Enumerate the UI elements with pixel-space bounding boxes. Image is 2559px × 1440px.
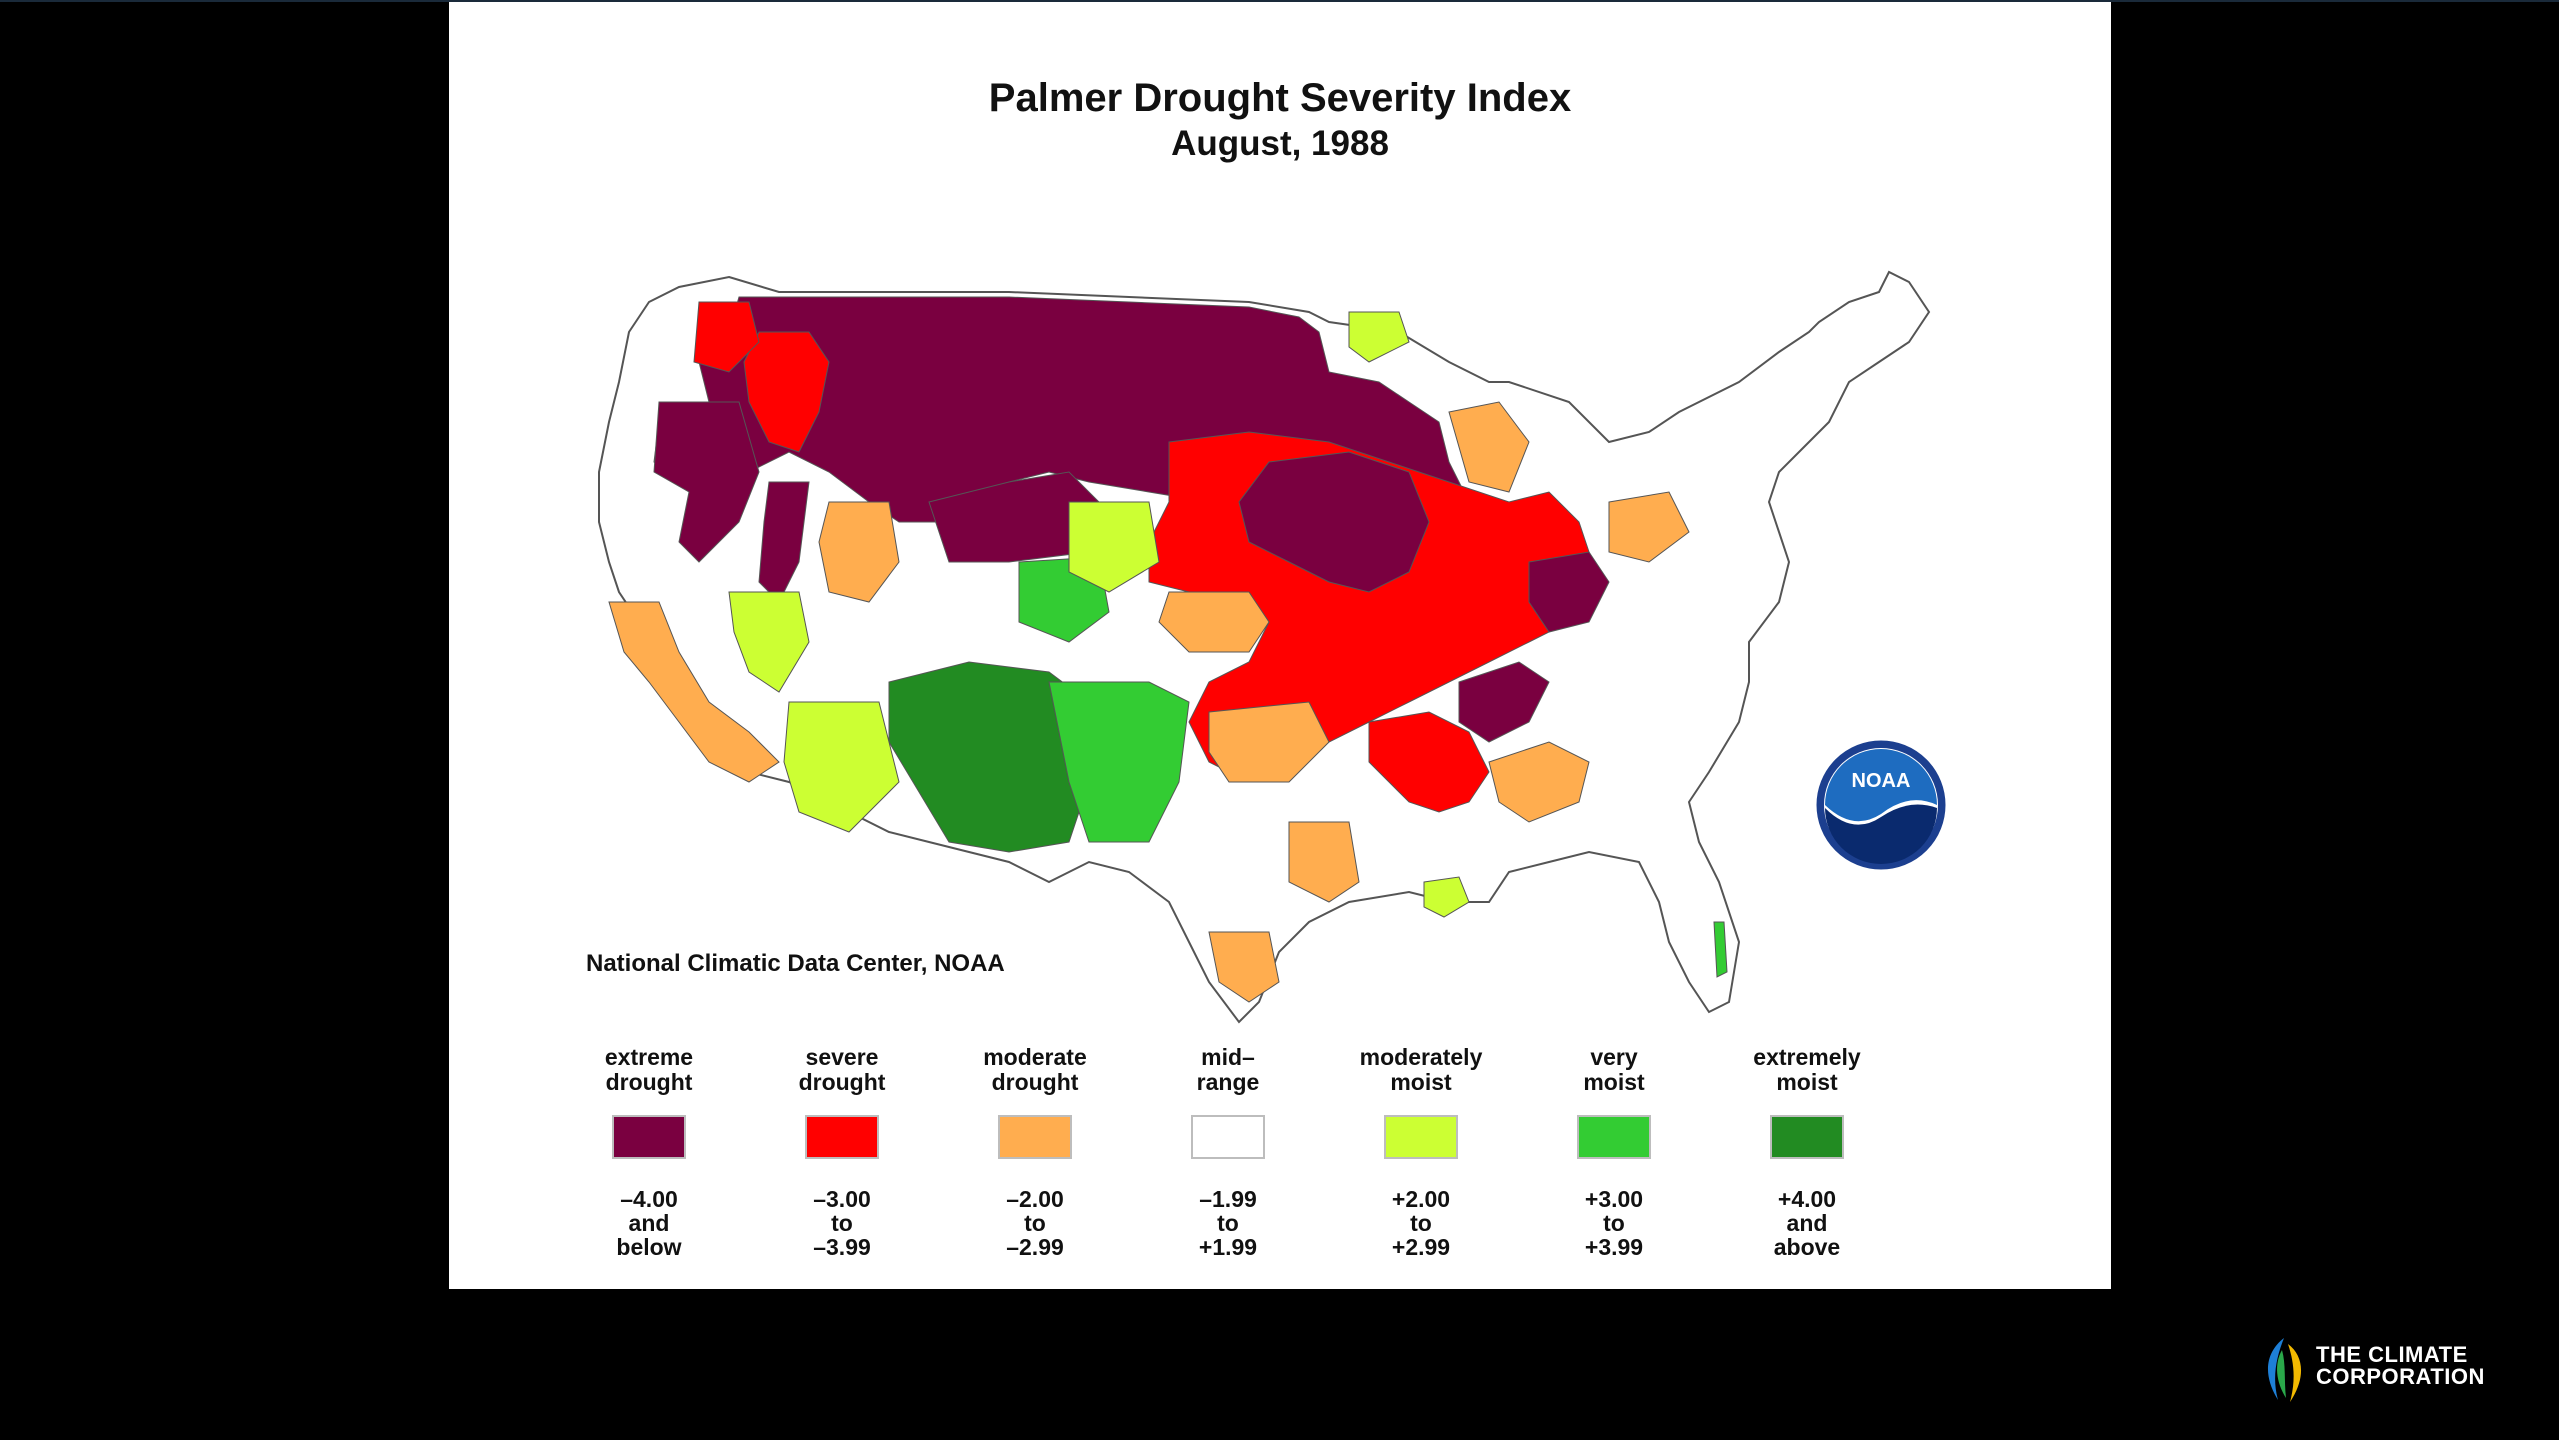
legend-range: –4.00 and below: [616, 1186, 682, 1260]
region-moderate-drought-oklahoma: [1208, 701, 1330, 783]
region-moderately-moist-arizona: [783, 701, 900, 833]
region-moderate-drought-texas: [1288, 821, 1360, 903]
legend-swatch: [1191, 1115, 1265, 1159]
region-moderate-drought-michigan: [1448, 401, 1530, 493]
legend-item-extreme-drought: extreme drought –4.00 and below: [559, 1037, 739, 1260]
legend-swatch: [1384, 1115, 1458, 1159]
legend-swatch: [998, 1115, 1072, 1159]
legend-item-severe-drought: severe drought –3.00 to –3.99: [752, 1037, 932, 1260]
map-subtitle: August, 1988: [1171, 124, 1389, 163]
region-extreme-drought-tennessee: [1458, 661, 1550, 743]
legend-label: very moist: [1583, 1044, 1645, 1095]
legend-swatch: [1577, 1115, 1651, 1159]
legend-range: –1.99 to +1.99: [1198, 1186, 1258, 1260]
legend-swatch: [1770, 1115, 1844, 1159]
leaf-icon: [2267, 1338, 2302, 1402]
legend-swatch: [612, 1115, 686, 1159]
legend-range: –2.00 to –2.99: [1006, 1186, 1064, 1260]
legend-item-mid-range: mid– range –1.99 to +1.99: [1138, 1037, 1318, 1259]
region-severe-drought-southeast: [1368, 711, 1490, 813]
legend-label: extreme drought: [604, 1044, 694, 1095]
slide: Palmer Drought Severity Index August, 19…: [449, 2, 2111, 1289]
region-moderately-moist-minnesota: [1348, 311, 1410, 363]
drought-map: NOAA: [598, 270, 1949, 1024]
region-moderately-moist-louisiana: [1423, 876, 1470, 918]
region-severe-drought-washington: [693, 301, 760, 373]
legend-label: severe drought: [798, 1044, 886, 1095]
region-moderate-drought-utah: [818, 501, 900, 603]
region-extremely-moist-southwest: [888, 661, 1090, 853]
legend-swatch: [805, 1115, 879, 1159]
legend-item-moderately-moist: moderately moist +2.00 to +2.99: [1331, 1037, 1511, 1260]
climate-corporation-logo: THE CLIMATE CORPORATION: [2258, 1334, 2498, 1404]
region-very-moist-new-mexico: [1048, 681, 1190, 843]
region-moderate-drought-kansas: [1158, 591, 1270, 653]
region-severe-drought-idaho: [743, 331, 830, 453]
legend-item-extremely-moist: extremely moist +4.00 and above: [1717, 1037, 1897, 1260]
legend: extreme drought –4.00 and below severe d…: [559, 1037, 2009, 1260]
region-moderate-drought-pennsylvania: [1608, 491, 1690, 563]
legend-range: +3.00 to +3.99: [1584, 1186, 1644, 1260]
legend-label: extremely moist: [1753, 1044, 1861, 1095]
legend-label: moderately moist: [1359, 1044, 1483, 1095]
legend-range: –3.00 to –3.99: [813, 1186, 871, 1260]
legend-range: +2.00 to +2.99: [1391, 1186, 1451, 1260]
region-moderate-drought-california: [608, 601, 780, 783]
noaa-logo-label: NOAA: [1852, 770, 1911, 792]
region-moderate-drought-texas-south: [1208, 931, 1280, 1003]
legend-label: moderate drought: [983, 1044, 1087, 1095]
legend-item-very-moist: very moist +3.00 to +3.99: [1524, 1037, 1704, 1259]
region-moderately-moist-nebraska: [1068, 501, 1160, 593]
region-extreme-drought-oregon: [653, 401, 760, 563]
brand-name: THE CLIMATE CORPORATION: [2316, 1342, 2485, 1389]
legend-item-moderate-drought: moderate drought –2.00 to –2.99: [945, 1037, 1125, 1260]
region-moderate-drought-southeast: [1488, 741, 1590, 823]
legend-label: mid– range: [1196, 1044, 1260, 1095]
legend-range: +4.00 and above: [1773, 1186, 1841, 1260]
noaa-logo: NOAA: [1813, 737, 1949, 873]
region-very-moist-florida: [1713, 921, 1728, 978]
data-credit: National Climatic Data Center, NOAA: [586, 950, 1005, 977]
region-moderately-moist-nevada: [728, 591, 810, 693]
region-extreme-drought-iowa-illinois: [1238, 451, 1430, 593]
region-extreme-drought-ohio: [1528, 551, 1610, 633]
map-title: Palmer Drought Severity Index: [988, 76, 1572, 120]
